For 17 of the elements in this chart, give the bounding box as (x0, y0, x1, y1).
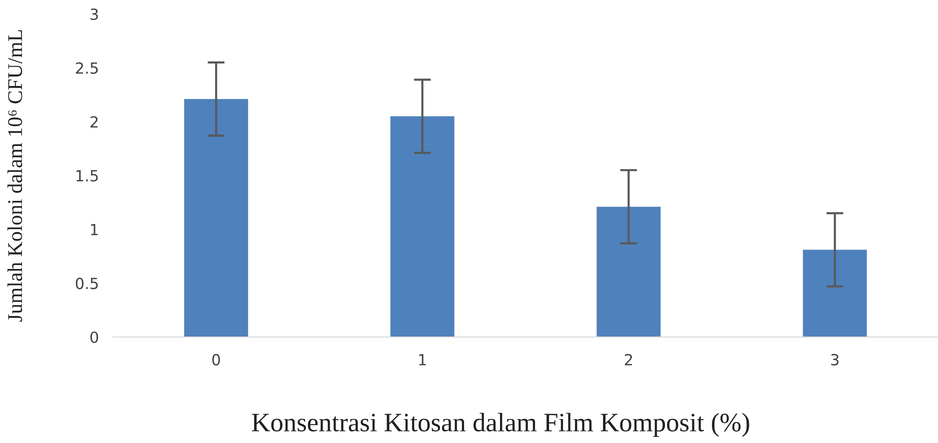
y-tick-label: 0 (90, 331, 98, 344)
bar (596, 206, 661, 337)
y-tick-label: 0.5 (76, 278, 98, 290)
y-tick-label: 1.5 (76, 170, 98, 182)
y-tick-label: 2 (90, 116, 98, 128)
x-tick-label: 2 (624, 354, 632, 366)
bar (390, 116, 454, 337)
y-tick-label: 2.5 (76, 62, 98, 74)
x-tick-label: 3 (831, 354, 839, 366)
x-tick-label: 1 (419, 354, 426, 366)
x-axis-title: Konsentrasi Kitosan dalam Film Komposit (%) (252, 412, 750, 437)
y-tick-label: 1 (91, 224, 98, 236)
bar (802, 250, 867, 337)
bar (184, 99, 248, 337)
y-tick-label: 3 (90, 8, 98, 20)
y-axis-title: Jumlah Koloni dalam 10⁶ CFU/mL (7, 30, 22, 322)
x-tick-label: 0 (212, 354, 220, 366)
